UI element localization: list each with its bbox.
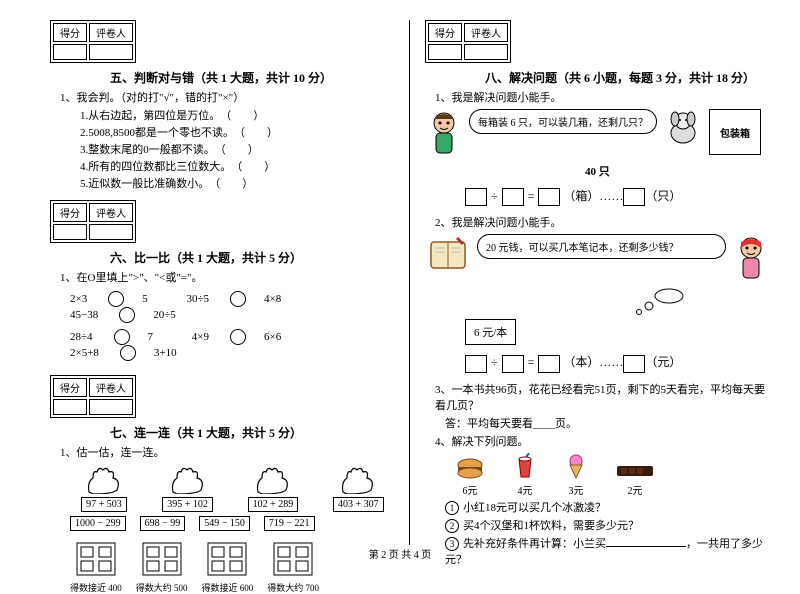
- q3-answer: 答：平均每天要看____页。: [445, 415, 770, 431]
- snack-row: 6元 4元 3元 2元: [455, 453, 770, 497]
- plush-dog-icon: [663, 109, 703, 149]
- score-label: 得分: [53, 23, 87, 42]
- section-5-lead: 1、我会判。（对的打"√"，错的打"×"）: [60, 89, 394, 105]
- q4-item-1: 1小红18元可以买几个冰激凌？: [445, 499, 770, 515]
- hand-icon: [163, 464, 213, 494]
- q1-count: 40 只: [585, 163, 770, 179]
- hand-row-2: 1000 − 299 698 − 99 549 − 150 719 − 221: [70, 516, 394, 531]
- section-5-title: 五、判断对与错（共 1 大题，共计 10 分）: [110, 69, 394, 86]
- q1-equation: ÷= （箱）……（只）: [465, 187, 770, 206]
- girl-icon: [732, 234, 770, 284]
- s5-item: 3.整数末尾的0一般都不读。（ ）: [80, 141, 394, 157]
- score-box-8: 得分评卷人: [425, 20, 511, 63]
- s5-item: 5.近似数一般比准确数小。（ ）: [80, 175, 394, 191]
- right-column: 得分评卷人 八、解决问题（共 6 小题，每题 3 分，共计 18 分） 1、我是…: [410, 20, 770, 545]
- q2-scene: 20 元钱，可以买几本笔记本，还剩多少钱？: [425, 234, 770, 284]
- q4-lead: 4、解决下列问题。: [435, 433, 770, 449]
- q2-lead: 2、我是解决问题小能手。: [435, 214, 770, 230]
- score-box-6: 得分评卷人: [50, 200, 136, 243]
- compare-row-2: 28÷47 4×96×6 2×5+83+10: [70, 329, 394, 361]
- section-7-title: 七、连一连（共 1 大题，共计 5 分）: [110, 424, 394, 441]
- q2-equation: ÷= （本）……（元）: [465, 353, 770, 372]
- score-box-7: 得分评卷人: [50, 375, 136, 418]
- s5-item: 4.所有的四位数都比三位数大。（ ）: [80, 158, 394, 174]
- q1-lead: 1、我是解决问题小能手。: [435, 89, 770, 105]
- q3-text: 3、一本书共96页，花花已经看完51页，剩下的5天看完，平均每天要看几页？: [435, 381, 770, 413]
- notebook-icon: [425, 234, 471, 274]
- hand-icon: [248, 464, 298, 494]
- page-footer: 第 2 页 共 4 页: [0, 546, 800, 561]
- boy-icon: [425, 109, 463, 159]
- grader-label: 评卷人: [89, 23, 133, 42]
- section-6-lead: 1、在O里填上">"、"<或"="。: [60, 269, 394, 285]
- hand-icon: [79, 464, 129, 494]
- section-6-title: 六、比一比（共 1 大题，共计 5 分）: [110, 249, 394, 266]
- s5-item: 1.从右边起，第四位是万位。（ ）: [80, 107, 394, 123]
- drink-icon: [513, 453, 537, 479]
- q2-speech-bubble: 20 元钱，可以买几本笔记本，还剩多少钱？: [477, 234, 726, 259]
- s5-item: 2.5008,8500都是一个零也不读。（ ）: [80, 124, 394, 140]
- hand-row-1: 97 + 503 395 + 102 102 + 289 403 + 307: [70, 464, 394, 512]
- compare-row-1: 2×35 30÷54×8 45−3820÷5: [70, 291, 394, 323]
- chocolate-bar-icon: [615, 463, 655, 479]
- q1-scene: 每箱装 6 只，可以装几箱，还剩几只？ 包装箱: [425, 109, 770, 159]
- q4-item-2: 2买4个汉堡和1杯饮料，需要多少元？: [445, 517, 770, 533]
- hand-icon: [333, 464, 383, 494]
- q1-speech-bubble: 每箱装 6 只，可以装几箱，还剩几只？: [469, 109, 657, 134]
- icecream-icon: [565, 453, 587, 479]
- section-8-title: 八、解决问题（共 6 小题，每题 3 分，共计 18 分）: [485, 69, 770, 86]
- left-column: 得分 评卷人 五、判断对与错（共 1 大题，共计 10 分） 1、我会判。（对的…: [50, 20, 410, 545]
- score-box-5: 得分 评卷人: [50, 20, 136, 63]
- package-box-icon: 包装箱: [709, 109, 761, 155]
- q2-price: 6 元/本: [465, 319, 516, 345]
- burger-icon: [455, 457, 485, 479]
- section-7-lead: 1、估一估，连一连。: [60, 444, 394, 460]
- thought-bubbles-icon: [625, 288, 685, 316]
